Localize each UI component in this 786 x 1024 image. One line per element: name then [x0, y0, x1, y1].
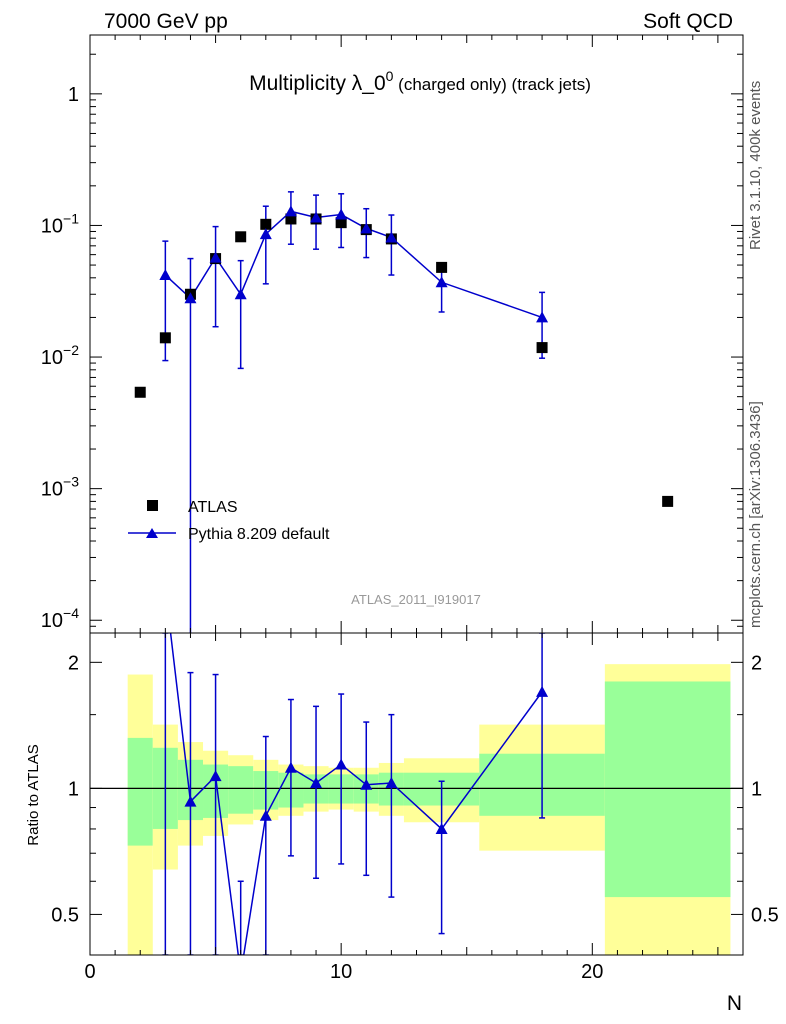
band-inner-13	[604, 681, 731, 898]
data-point	[662, 495, 674, 507]
lower-panel-content	[90, 583, 743, 979]
ratio-uncertainty-bands	[127, 664, 731, 955]
legend: ATLAS Pythia 8.209 default	[128, 499, 330, 543]
mc-point	[435, 276, 448, 288]
y-tick-label-upper: 10−4	[41, 605, 79, 632]
mc-point	[159, 269, 172, 281]
x-axis-label: N	[727, 992, 742, 1015]
x-tick-label: 0	[84, 961, 95, 983]
upper-panel-content	[134, 191, 674, 633]
ratio-point	[536, 685, 549, 697]
legend-atlas-label: ATLAS	[188, 499, 238, 516]
data-point	[134, 386, 146, 398]
mc-point	[536, 311, 549, 323]
mcplots-label: mcplots.cern.ch [arXiv:1306.3436]	[747, 401, 764, 628]
header-left: 7000 GeV pp	[104, 10, 228, 33]
y-tick-label-lower: 2	[68, 652, 79, 674]
ratio-point	[360, 778, 373, 790]
mc-line	[164, 210, 543, 319]
data-point	[159, 332, 171, 344]
mc-point	[234, 288, 247, 300]
y-tick-label-lower-right: 0.5	[751, 904, 779, 926]
ratio-point	[435, 822, 448, 834]
ratio-point	[159, 583, 171, 594]
title-main: Multiplicity λ_0	[249, 72, 386, 95]
band-inner-4	[228, 766, 254, 814]
data-point	[285, 213, 297, 225]
ratio-point	[259, 809, 272, 821]
mc-point	[184, 292, 197, 304]
rivet-label: Rivet 3.1.10, 400k events	[747, 81, 764, 250]
legend-pythia-label: Pythia 8.209 default	[188, 526, 330, 543]
y-tick-label-upper: 1	[68, 84, 79, 106]
y-tick-label-upper: 10−2	[41, 342, 79, 369]
mc-point	[310, 211, 323, 223]
header-right: Soft QCD	[643, 10, 733, 33]
ratio-axis-label: Ratio to ATLAS	[25, 744, 42, 845]
mc-point	[259, 228, 272, 240]
band-inner-0	[127, 737, 153, 846]
ratio-point	[385, 776, 398, 788]
data-point	[536, 342, 548, 354]
mc-point	[385, 231, 398, 243]
title-suffix: (charged only) (track jets)	[393, 75, 590, 94]
upper-frame	[89, 34, 744, 634]
ratio-point	[310, 776, 323, 788]
mc-point	[360, 222, 373, 234]
legend-pythia-marker	[146, 528, 158, 538]
y-tick-label-lower-right: 1	[751, 778, 762, 800]
data-point	[235, 231, 247, 243]
data-point	[260, 218, 272, 230]
y-tick-label-lower-right: 2	[751, 652, 762, 674]
mc-point	[209, 251, 222, 263]
ratio-point	[335, 758, 348, 770]
y-tick-label-upper: 10−3	[41, 474, 79, 501]
x-tick-label: 10	[330, 961, 352, 983]
y-tick-label-lower: 1	[68, 778, 79, 800]
chart-title: Multiplicity λ_00 (charged only) (track …	[249, 68, 591, 95]
legend-atlas-marker	[147, 500, 158, 511]
ratio-point	[209, 770, 222, 782]
y-tick-label-lower: 0.5	[51, 904, 79, 926]
mc-point	[284, 205, 297, 217]
ratio-point	[184, 795, 197, 807]
x-tick-label: 20	[581, 961, 603, 983]
ratio-point	[284, 761, 297, 773]
mc-point	[335, 208, 348, 220]
title-superscript: 0	[386, 68, 394, 84]
data-point	[335, 217, 347, 229]
analysis-watermark: ATLAS_2011_I919017	[351, 592, 481, 607]
axis-ticks: 0 10 20 1 10−1 10−2 10−3 10−4 2 2 1 1 0.5 0.5	[41, 35, 779, 983]
data-point	[436, 261, 448, 273]
ratio-point	[235, 968, 247, 979]
y-tick-label-upper: 10−1	[41, 210, 79, 237]
